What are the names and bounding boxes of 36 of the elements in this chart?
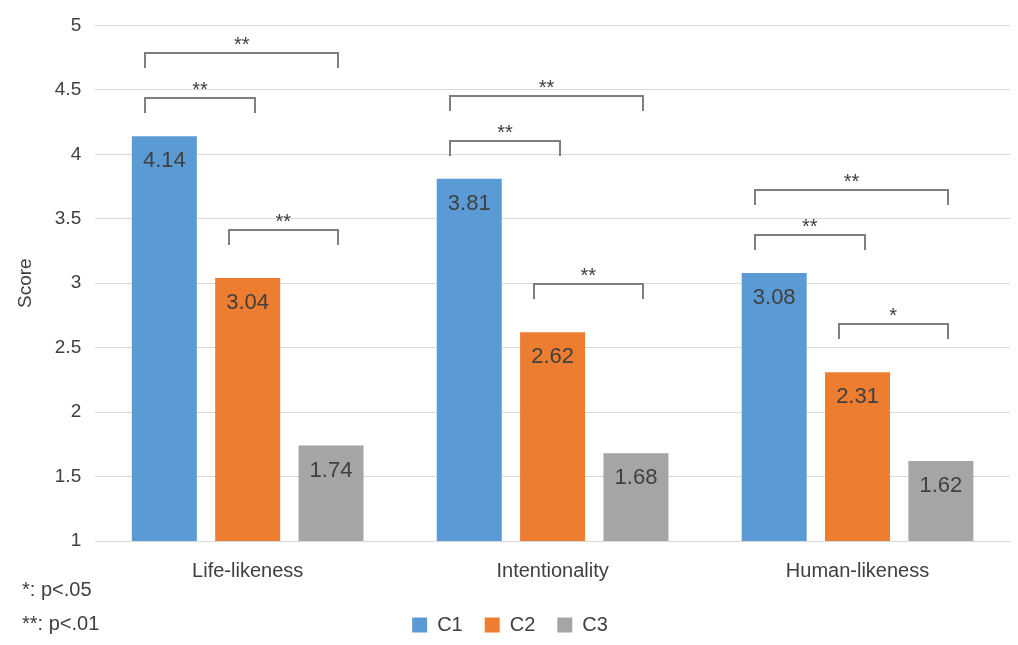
annotation: ** bbox=[843, 169, 860, 193]
y-tick-label: 2 bbox=[70, 400, 82, 422]
data-label: 3.04 bbox=[226, 289, 270, 315]
data-label: 3.81 bbox=[447, 189, 491, 215]
data-label: 2.62 bbox=[531, 343, 575, 369]
annotation: ** bbox=[802, 214, 818, 238]
y-tick-label: 1 bbox=[70, 529, 82, 551]
annotation: ** bbox=[538, 75, 555, 99]
data-label: 1.68 bbox=[614, 464, 658, 490]
y-tick-label: 4.5 bbox=[54, 78, 82, 100]
data-label: 3.08 bbox=[752, 283, 796, 309]
y-tick-label: 5 bbox=[70, 13, 82, 35]
annotation: ** bbox=[275, 210, 292, 234]
y-tick-label: 1.5 bbox=[54, 464, 82, 486]
y-tick-label: 3 bbox=[70, 271, 82, 293]
data-label: 4.14 bbox=[142, 147, 186, 173]
y-tick-label: 2.5 bbox=[54, 335, 82, 357]
x-tick-label: Life-likeness bbox=[192, 558, 304, 581]
x-tick-label: Intentionality bbox=[496, 558, 609, 581]
legend-label: C2 bbox=[509, 612, 536, 635]
legend-label: C3 bbox=[582, 612, 608, 635]
annotation: ** bbox=[497, 120, 513, 144]
annotation: ** bbox=[233, 33, 250, 57]
y-tick-label: 3.5 bbox=[54, 206, 82, 228]
legend-label: C1 bbox=[437, 612, 463, 635]
y-tick-label: 4 bbox=[70, 142, 82, 164]
annotation: * bbox=[889, 304, 898, 328]
text: *: p<.05 bbox=[22, 578, 92, 601]
data-label: 2.31 bbox=[836, 383, 879, 409]
annotation: ** bbox=[580, 264, 597, 288]
data-label: 1.62 bbox=[919, 472, 963, 498]
annotation: ** bbox=[192, 78, 208, 102]
text: **: p<.01 bbox=[22, 612, 100, 635]
y-axis-title: Score bbox=[13, 258, 35, 309]
x-tick-label: Human-likeness bbox=[785, 558, 930, 581]
data-label: 1.74 bbox=[309, 456, 353, 482]
